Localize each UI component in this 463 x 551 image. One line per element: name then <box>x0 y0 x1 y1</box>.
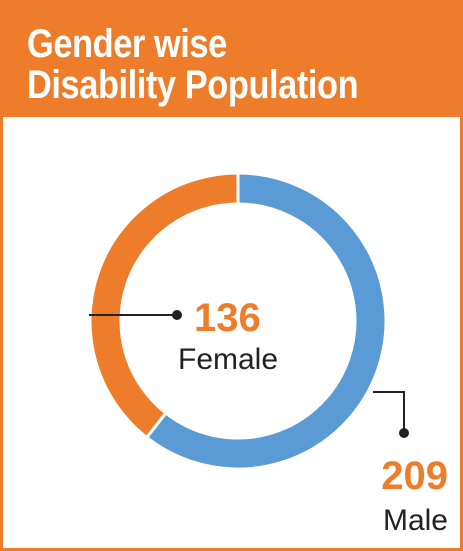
male-leader-dot <box>399 428 409 438</box>
male-value-label: 209 <box>381 454 448 498</box>
male-callout: 209 Male <box>373 391 448 537</box>
donut-chart: 136 Female 209 Male <box>88 171 448 537</box>
title-line-2: Disability Population <box>27 63 359 107</box>
title-line-1: Gender wise <box>27 22 227 66</box>
donut-slices <box>88 171 388 471</box>
male-leader-line <box>373 391 405 433</box>
donut-slice-male <box>144 171 388 471</box>
female-category-label: Female <box>178 343 278 376</box>
female-leader-dot <box>172 310 182 320</box>
title-banner: Gender wise Disability Population <box>3 3 460 117</box>
donut-slice-female <box>88 171 240 440</box>
female-value-label: 136 <box>194 296 261 340</box>
female-callout: 136 Female <box>89 296 278 376</box>
male-category-label: Male <box>383 504 448 537</box>
